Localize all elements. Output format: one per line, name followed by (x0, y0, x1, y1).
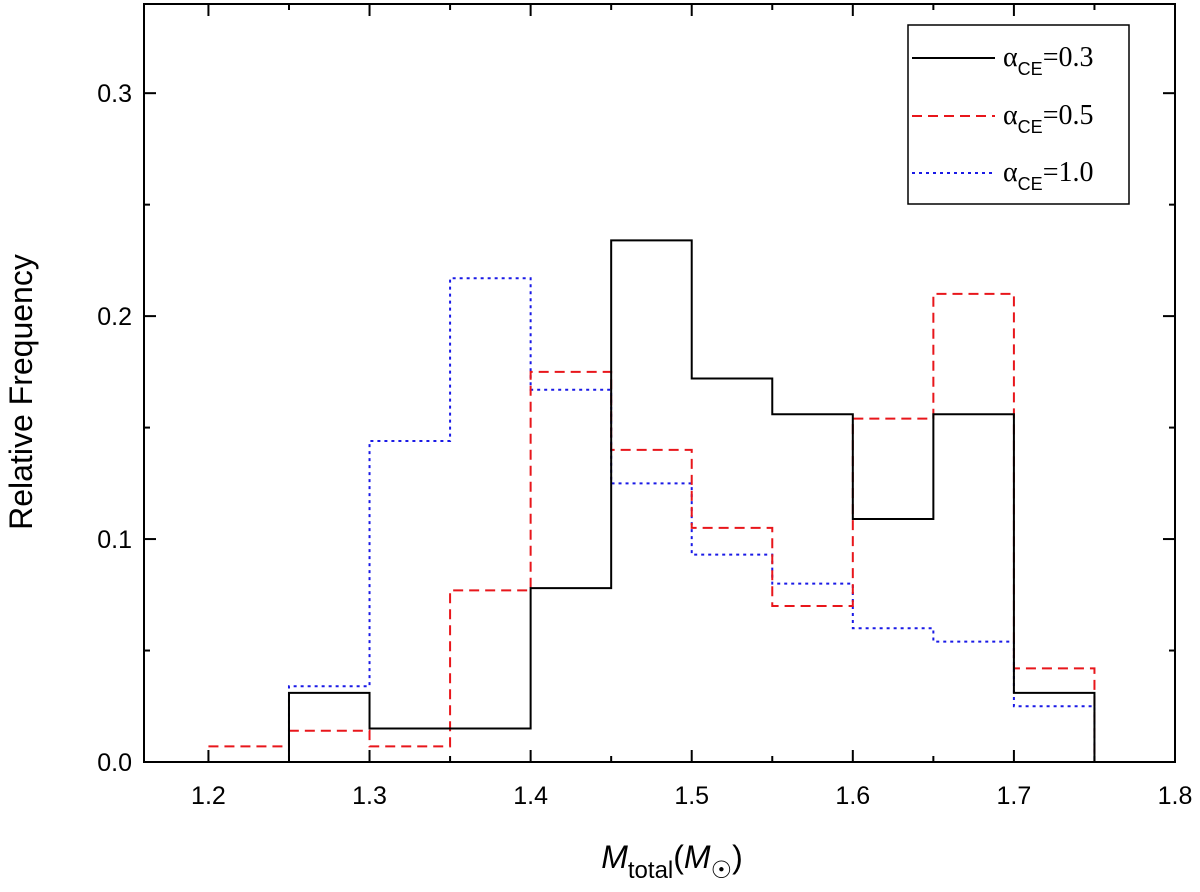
legend-label-1: αCE=0.5 (1003, 100, 1093, 137)
x-axis-title-unit: M (684, 839, 711, 875)
y-tick-label: 0.3 (97, 80, 132, 108)
series-line-1 (208, 292, 1096, 762)
x-axis-title: Mtotal(M☉) (601, 839, 743, 884)
plot-frame (143, 3, 1176, 763)
x-axis-title-unit-symbol: ☉ (711, 857, 733, 884)
legend: αCE=0.3 αCE=0.5 αCE=1.0 (907, 24, 1130, 205)
legend-box (907, 24, 1130, 205)
x-tick-label: 1.3 (352, 782, 387, 810)
legend-label-2: αCE=1.0 (1003, 157, 1093, 194)
x-tick-label: 1.4 (513, 782, 548, 810)
series-line-2 (208, 277, 1096, 763)
y-tick-label: 0.2 (97, 303, 132, 331)
y-tick-label: 0.1 (97, 526, 132, 554)
x-tick-label: 1.8 (1158, 782, 1193, 810)
x-axis-title-subscript: total (628, 857, 673, 884)
y-axis-title: Relative Frequency (3, 254, 39, 530)
x-tick-label: 1.6 (835, 782, 870, 810)
legend-label-0: αCE=0.3 (1003, 42, 1093, 79)
tick-layer: 1.2 1.3 1.4 1.5 1.6 1.7 1.8 0.0 0.1 0.2 0.3 (97, 4, 1192, 810)
x-tick-label: 1.2 (191, 782, 226, 810)
series-layer (208, 239, 1096, 763)
x-tick-label: 1.7 (997, 782, 1032, 810)
x-axis-title-main: M (601, 839, 628, 875)
y-tick-label: 0.0 (97, 749, 132, 777)
x-tick-label: 1.5 (674, 782, 709, 810)
series-line-0 (208, 239, 1096, 763)
